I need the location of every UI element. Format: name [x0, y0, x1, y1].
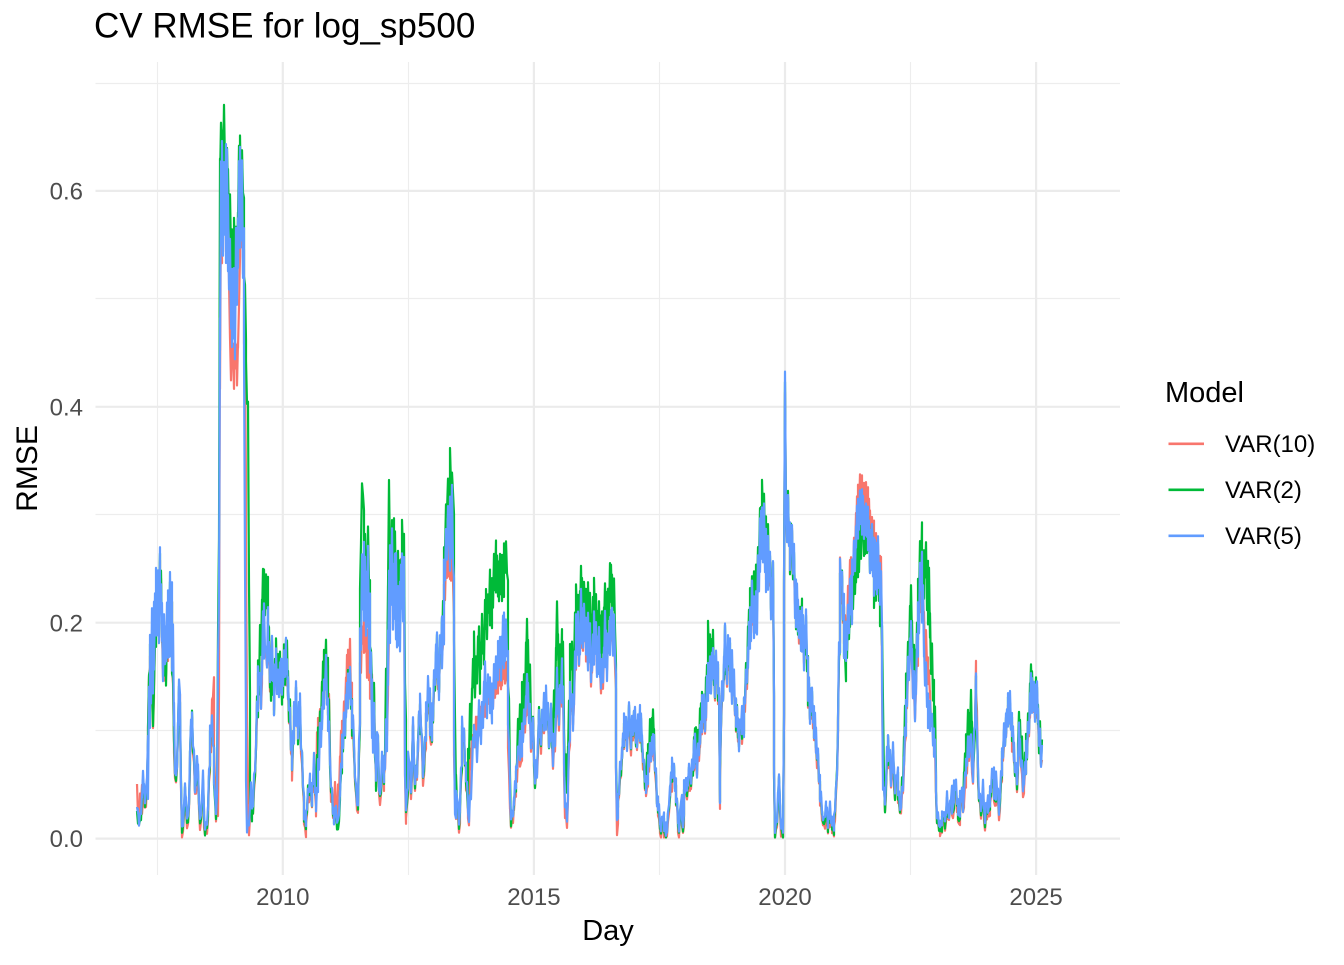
- svg-text:2020: 2020: [758, 884, 811, 911]
- svg-text:2010: 2010: [256, 884, 309, 911]
- svg-text:0.6: 0.6: [50, 179, 83, 206]
- svg-text:Day: Day: [582, 915, 634, 947]
- svg-text:VAR(5): VAR(5): [1225, 523, 1302, 550]
- svg-text:CV RMSE for log_sp500: CV RMSE for log_sp500: [94, 7, 475, 46]
- svg-text:2025: 2025: [1009, 884, 1062, 911]
- svg-text:0.4: 0.4: [50, 394, 83, 421]
- svg-text:0.0: 0.0: [50, 826, 83, 853]
- svg-text:2015: 2015: [507, 884, 560, 911]
- svg-text:Model: Model: [1165, 377, 1244, 409]
- svg-text:RMSE: RMSE: [11, 425, 44, 512]
- svg-text:VAR(10): VAR(10): [1225, 431, 1315, 458]
- svg-text:VAR(2): VAR(2): [1225, 477, 1302, 504]
- svg-text:0.2: 0.2: [50, 610, 83, 637]
